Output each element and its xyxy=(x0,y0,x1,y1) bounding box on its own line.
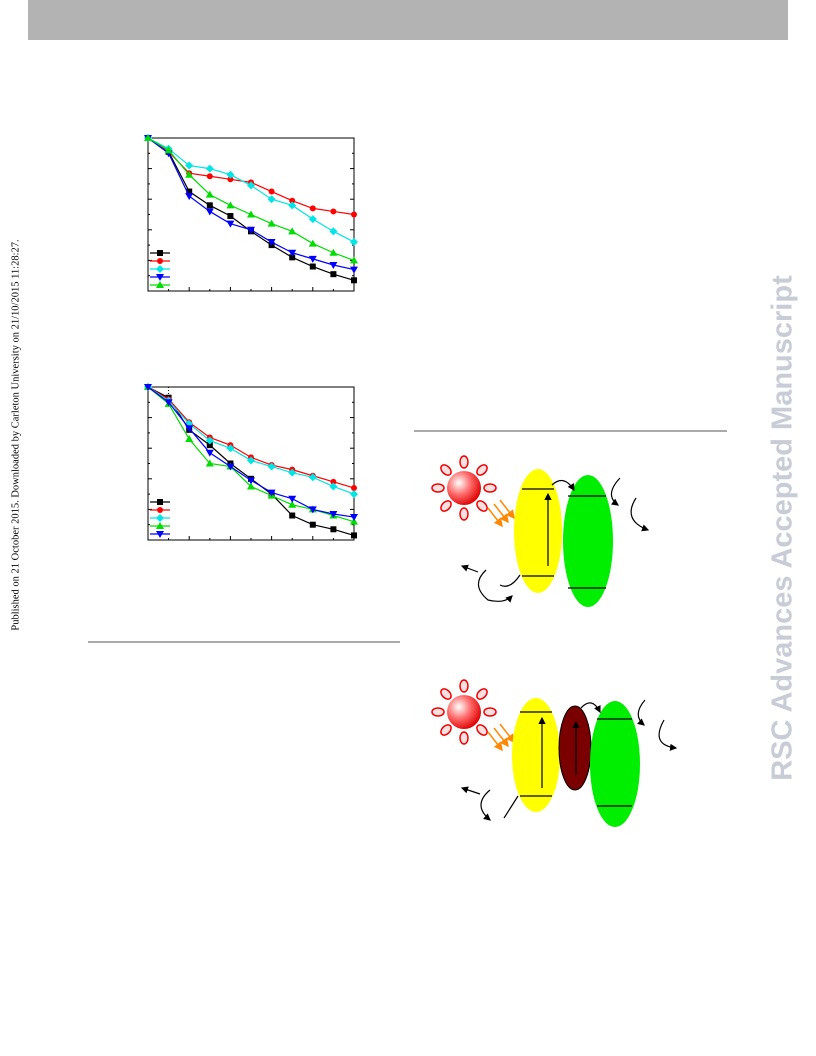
watermark: RSC Advances Accepted Manuscript xyxy=(767,275,799,781)
marker xyxy=(350,266,358,274)
side-note: Published on 21 October 2015. Downloaded… xyxy=(10,239,21,630)
marker xyxy=(185,425,194,433)
marker xyxy=(156,514,164,522)
marker xyxy=(156,274,164,281)
marker xyxy=(288,249,297,257)
marker xyxy=(309,263,316,270)
series-line xyxy=(147,137,355,281)
marker xyxy=(156,531,164,538)
marker xyxy=(288,201,297,210)
marker xyxy=(351,532,357,539)
marker xyxy=(226,220,235,228)
marker xyxy=(288,500,297,508)
marker xyxy=(351,211,357,218)
marker xyxy=(164,399,173,407)
marker xyxy=(185,193,194,201)
marker xyxy=(308,506,317,514)
marker xyxy=(227,176,234,183)
header-bar xyxy=(28,0,788,40)
marker xyxy=(227,213,234,220)
marker xyxy=(330,208,337,215)
marker xyxy=(329,482,338,491)
marker xyxy=(226,463,235,471)
marker xyxy=(247,210,255,218)
marker xyxy=(205,436,214,445)
marker xyxy=(350,514,358,522)
marker xyxy=(288,495,297,503)
marker xyxy=(267,489,276,497)
marker xyxy=(350,238,358,247)
marker xyxy=(185,435,194,443)
series-line xyxy=(147,386,355,523)
marker xyxy=(156,281,164,288)
marker xyxy=(350,490,358,499)
marker xyxy=(205,449,214,457)
marker xyxy=(329,248,338,256)
scheme-b xyxy=(432,680,678,827)
marker xyxy=(350,517,358,525)
marker xyxy=(226,170,235,179)
scheme-a xyxy=(432,456,650,607)
marker xyxy=(156,265,164,273)
marker xyxy=(308,239,317,247)
marker xyxy=(267,462,276,471)
marker xyxy=(226,444,235,453)
marker xyxy=(329,261,338,269)
marker xyxy=(206,173,213,180)
marker xyxy=(350,256,358,264)
marker xyxy=(267,219,276,227)
marker xyxy=(308,215,317,224)
marker xyxy=(205,164,214,173)
marker xyxy=(308,255,317,263)
marker xyxy=(205,190,214,198)
marker xyxy=(309,205,316,212)
marker xyxy=(247,456,255,465)
marker xyxy=(157,250,163,256)
marker xyxy=(351,277,357,284)
marker xyxy=(185,170,194,178)
marker xyxy=(288,468,297,477)
marker xyxy=(351,484,357,491)
marker xyxy=(309,521,316,528)
marker xyxy=(144,134,152,141)
marker xyxy=(247,226,255,234)
marker xyxy=(330,478,337,485)
marker xyxy=(330,271,337,278)
marker xyxy=(205,459,214,467)
marker xyxy=(144,384,152,391)
marker xyxy=(329,227,338,236)
marker xyxy=(157,499,163,505)
marker xyxy=(288,227,297,235)
marker xyxy=(268,188,275,195)
marker xyxy=(157,258,163,264)
marker xyxy=(157,507,163,513)
marker xyxy=(206,442,213,449)
marker xyxy=(289,512,296,519)
series-line xyxy=(147,137,355,216)
marker xyxy=(267,239,276,247)
series-line xyxy=(147,137,355,243)
marker xyxy=(329,510,338,518)
marker xyxy=(267,195,276,204)
marker xyxy=(289,254,296,261)
marker xyxy=(330,526,337,533)
series-line xyxy=(147,386,355,518)
marker xyxy=(164,146,173,154)
marker xyxy=(308,473,317,482)
marker xyxy=(226,201,235,209)
series-line xyxy=(147,386,355,489)
marker xyxy=(247,482,255,490)
marker xyxy=(205,208,214,216)
marker xyxy=(247,181,255,190)
marker xyxy=(289,197,296,204)
marker xyxy=(156,522,164,529)
marker xyxy=(186,188,193,195)
marker xyxy=(247,477,255,485)
marker xyxy=(185,161,194,170)
marker xyxy=(206,202,213,209)
